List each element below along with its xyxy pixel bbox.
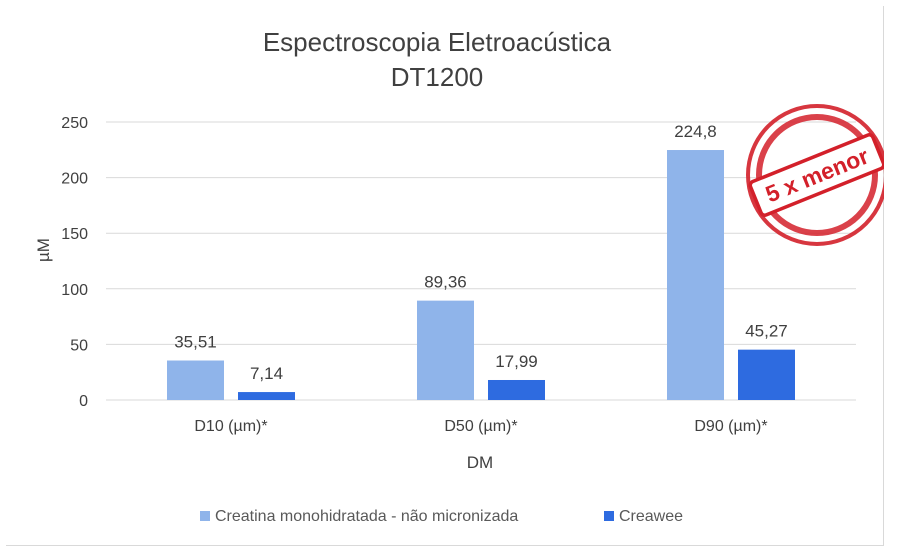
- x-tick-label: D50 (µm)*: [444, 418, 517, 435]
- legend-label: Creawee: [619, 508, 683, 525]
- x-axis-title: DM: [467, 453, 493, 472]
- bars: [167, 150, 795, 400]
- bar-creatina: [417, 300, 474, 400]
- legend: Creatina monohidratada - não micronizada…: [200, 508, 683, 525]
- x-tick-label: D10 (µm)*: [194, 418, 267, 435]
- chart-title-line-1: Espectroscopia Eletroacústica: [263, 27, 612, 57]
- stamp-annotation: 5 x menor: [746, 104, 884, 246]
- data-label: 35,51: [174, 333, 217, 352]
- y-axis-title: µM: [34, 238, 53, 262]
- stamp-outer-ring: [746, 104, 884, 246]
- data-label: 17,99: [495, 352, 538, 371]
- data-label: 7,14: [250, 364, 283, 383]
- y-axis-ticks: 0 50 100 150 200 250: [61, 115, 88, 410]
- x-axis-ticks: D10 (µm)* D50 (µm)* D90 (µm)*: [194, 418, 767, 435]
- bar-creawee: [738, 349, 795, 400]
- bar-creatina: [667, 150, 724, 400]
- data-labels: 35,51 7,14 89,36 17,99 224,8 45,27: [174, 122, 788, 383]
- chart-frame: Espectroscopia Eletroacústica DT1200 0 50…: [6, 6, 884, 546]
- y-tick-label: 250: [61, 115, 88, 132]
- data-label: 89,36: [424, 273, 467, 292]
- bar-creatina: [167, 360, 224, 400]
- chart-title-line-2: DT1200: [391, 62, 484, 92]
- x-tick-label: D90 (µm)*: [694, 418, 767, 435]
- data-label: 45,27: [745, 322, 788, 341]
- stamp-banner: [748, 133, 884, 217]
- y-tick-label: 200: [61, 171, 88, 188]
- stamp-inner-ring: [756, 114, 878, 236]
- bar-creawee: [488, 379, 545, 400]
- y-tick-label: 100: [61, 282, 88, 299]
- legend-swatch: [200, 511, 210, 521]
- y-tick-label: 50: [70, 337, 88, 354]
- bar-chart: Espectroscopia Eletroacústica DT1200 0 50…: [34, 27, 884, 525]
- bar-creawee: [238, 392, 295, 400]
- y-tick-label: 150: [61, 226, 88, 243]
- data-label: 224,8: [674, 122, 717, 141]
- gridlines: [106, 121, 856, 401]
- legend-label: Creatina monohidratada - não micronizada: [215, 508, 518, 525]
- y-tick-label: 0: [79, 393, 88, 410]
- chart-title: Espectroscopia Eletroacústica DT1200: [263, 27, 612, 92]
- legend-swatch: [604, 511, 614, 521]
